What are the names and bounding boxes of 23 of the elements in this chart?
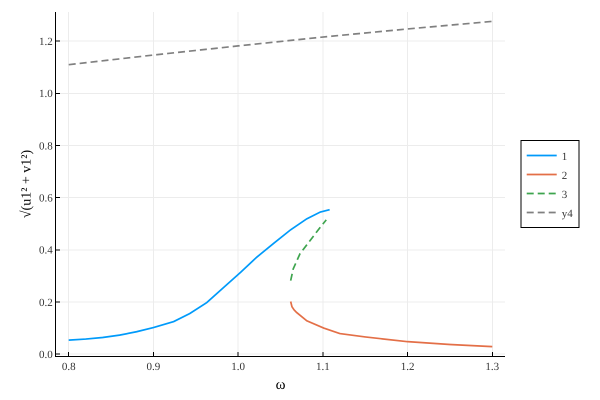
line-series: [290, 219, 328, 282]
x-tick-label: 0.9: [146, 361, 161, 374]
line-series: [68, 20, 494, 66]
y-tick-label: 1.0: [39, 88, 54, 100]
legend-label: 3: [562, 188, 568, 201]
line-series: [68, 208, 330, 341]
x-axis-title: ω: [276, 377, 286, 394]
y-tick-label: 0.0: [39, 349, 54, 362]
x-tick-label: 1.1: [316, 361, 330, 374]
x-tick-label: 1.0: [231, 361, 246, 374]
x-tick-label: 1.2: [400, 361, 414, 374]
y-tick-label: 0.6: [39, 192, 54, 205]
legend-label: 2: [562, 170, 568, 182]
y-tick-label: 0.4: [39, 244, 54, 257]
legend-label: 1: [562, 150, 568, 163]
y-tick-label: 0.8: [39, 140, 54, 152]
x-tick-label: 1.3: [485, 361, 500, 374]
x-tick-label: 0.8: [62, 361, 76, 374]
y-tick-label: 0.2: [39, 296, 53, 309]
y-axis-title: √(u1² + v1²): [18, 150, 35, 218]
line-series: [290, 300, 494, 348]
y-tick-label: 1.2: [39, 36, 53, 48]
legend-label: y4: [562, 208, 574, 220]
